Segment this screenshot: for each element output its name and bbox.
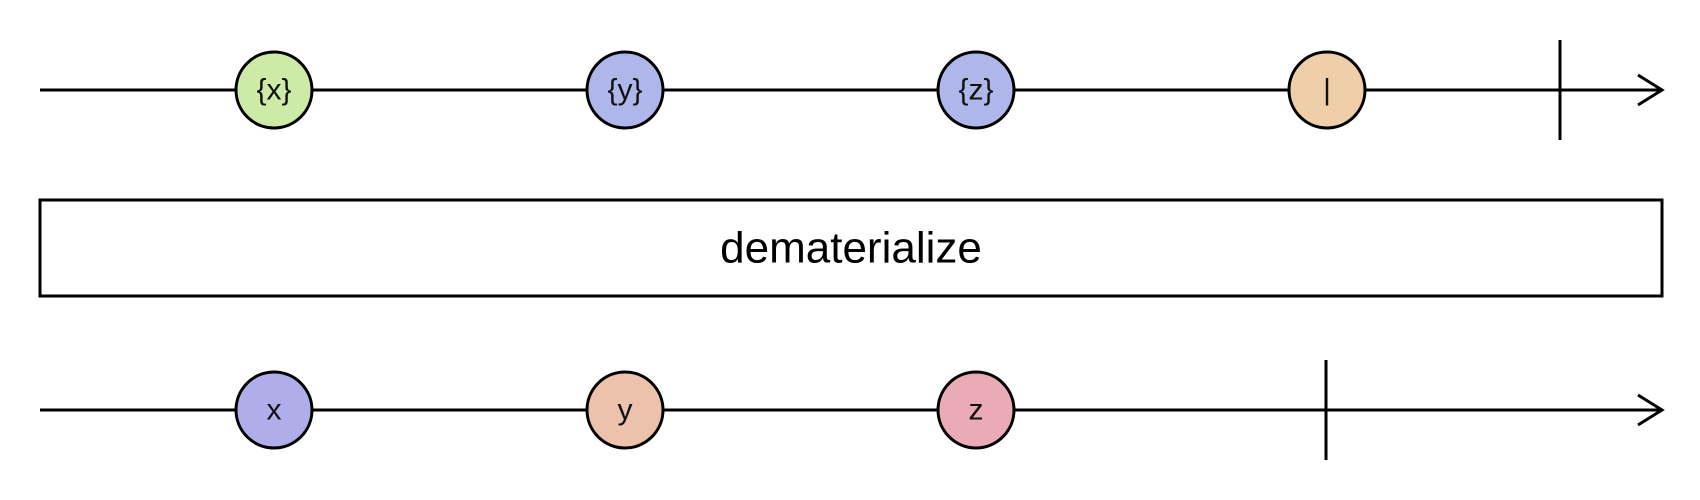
source-marble-circle xyxy=(936,50,1016,130)
source-stream: {x} {y} {z} | xyxy=(40,40,1665,140)
result-marble-circle xyxy=(234,370,314,450)
result-marble-label: y xyxy=(618,394,633,427)
source-arrowhead-icon xyxy=(1637,73,1665,107)
source-marble-circle xyxy=(1287,50,1367,130)
result-marble-circle xyxy=(585,370,665,450)
operator-rect xyxy=(38,198,1664,298)
operator-label: dematerialize xyxy=(720,224,982,273)
source-marble-z: {z} xyxy=(936,50,1016,130)
source-marble-label: {y} xyxy=(607,74,642,107)
result-arrowhead-icon xyxy=(1637,393,1665,427)
source-marble-y: {y} xyxy=(585,50,665,130)
source-marble-label: | xyxy=(1323,74,1331,107)
result-stream: x y z xyxy=(40,360,1665,460)
result-marble-x: x xyxy=(234,370,314,450)
source-marble-circle xyxy=(585,50,665,130)
result-marble-circle xyxy=(936,370,1016,450)
result-marble-label: z xyxy=(969,394,984,427)
result-marble-label: x xyxy=(267,394,282,427)
operator-box: dematerialize xyxy=(38,198,1664,298)
source-marble-completion: | xyxy=(1287,50,1367,130)
source-marble-circle xyxy=(234,50,314,130)
source-marble-x: {x} xyxy=(234,50,314,130)
result-marble-y: y xyxy=(585,370,665,450)
source-marble-label: {z} xyxy=(958,74,993,107)
result-marble-z: z xyxy=(936,370,1016,450)
source-marble-label: {x} xyxy=(256,74,291,107)
